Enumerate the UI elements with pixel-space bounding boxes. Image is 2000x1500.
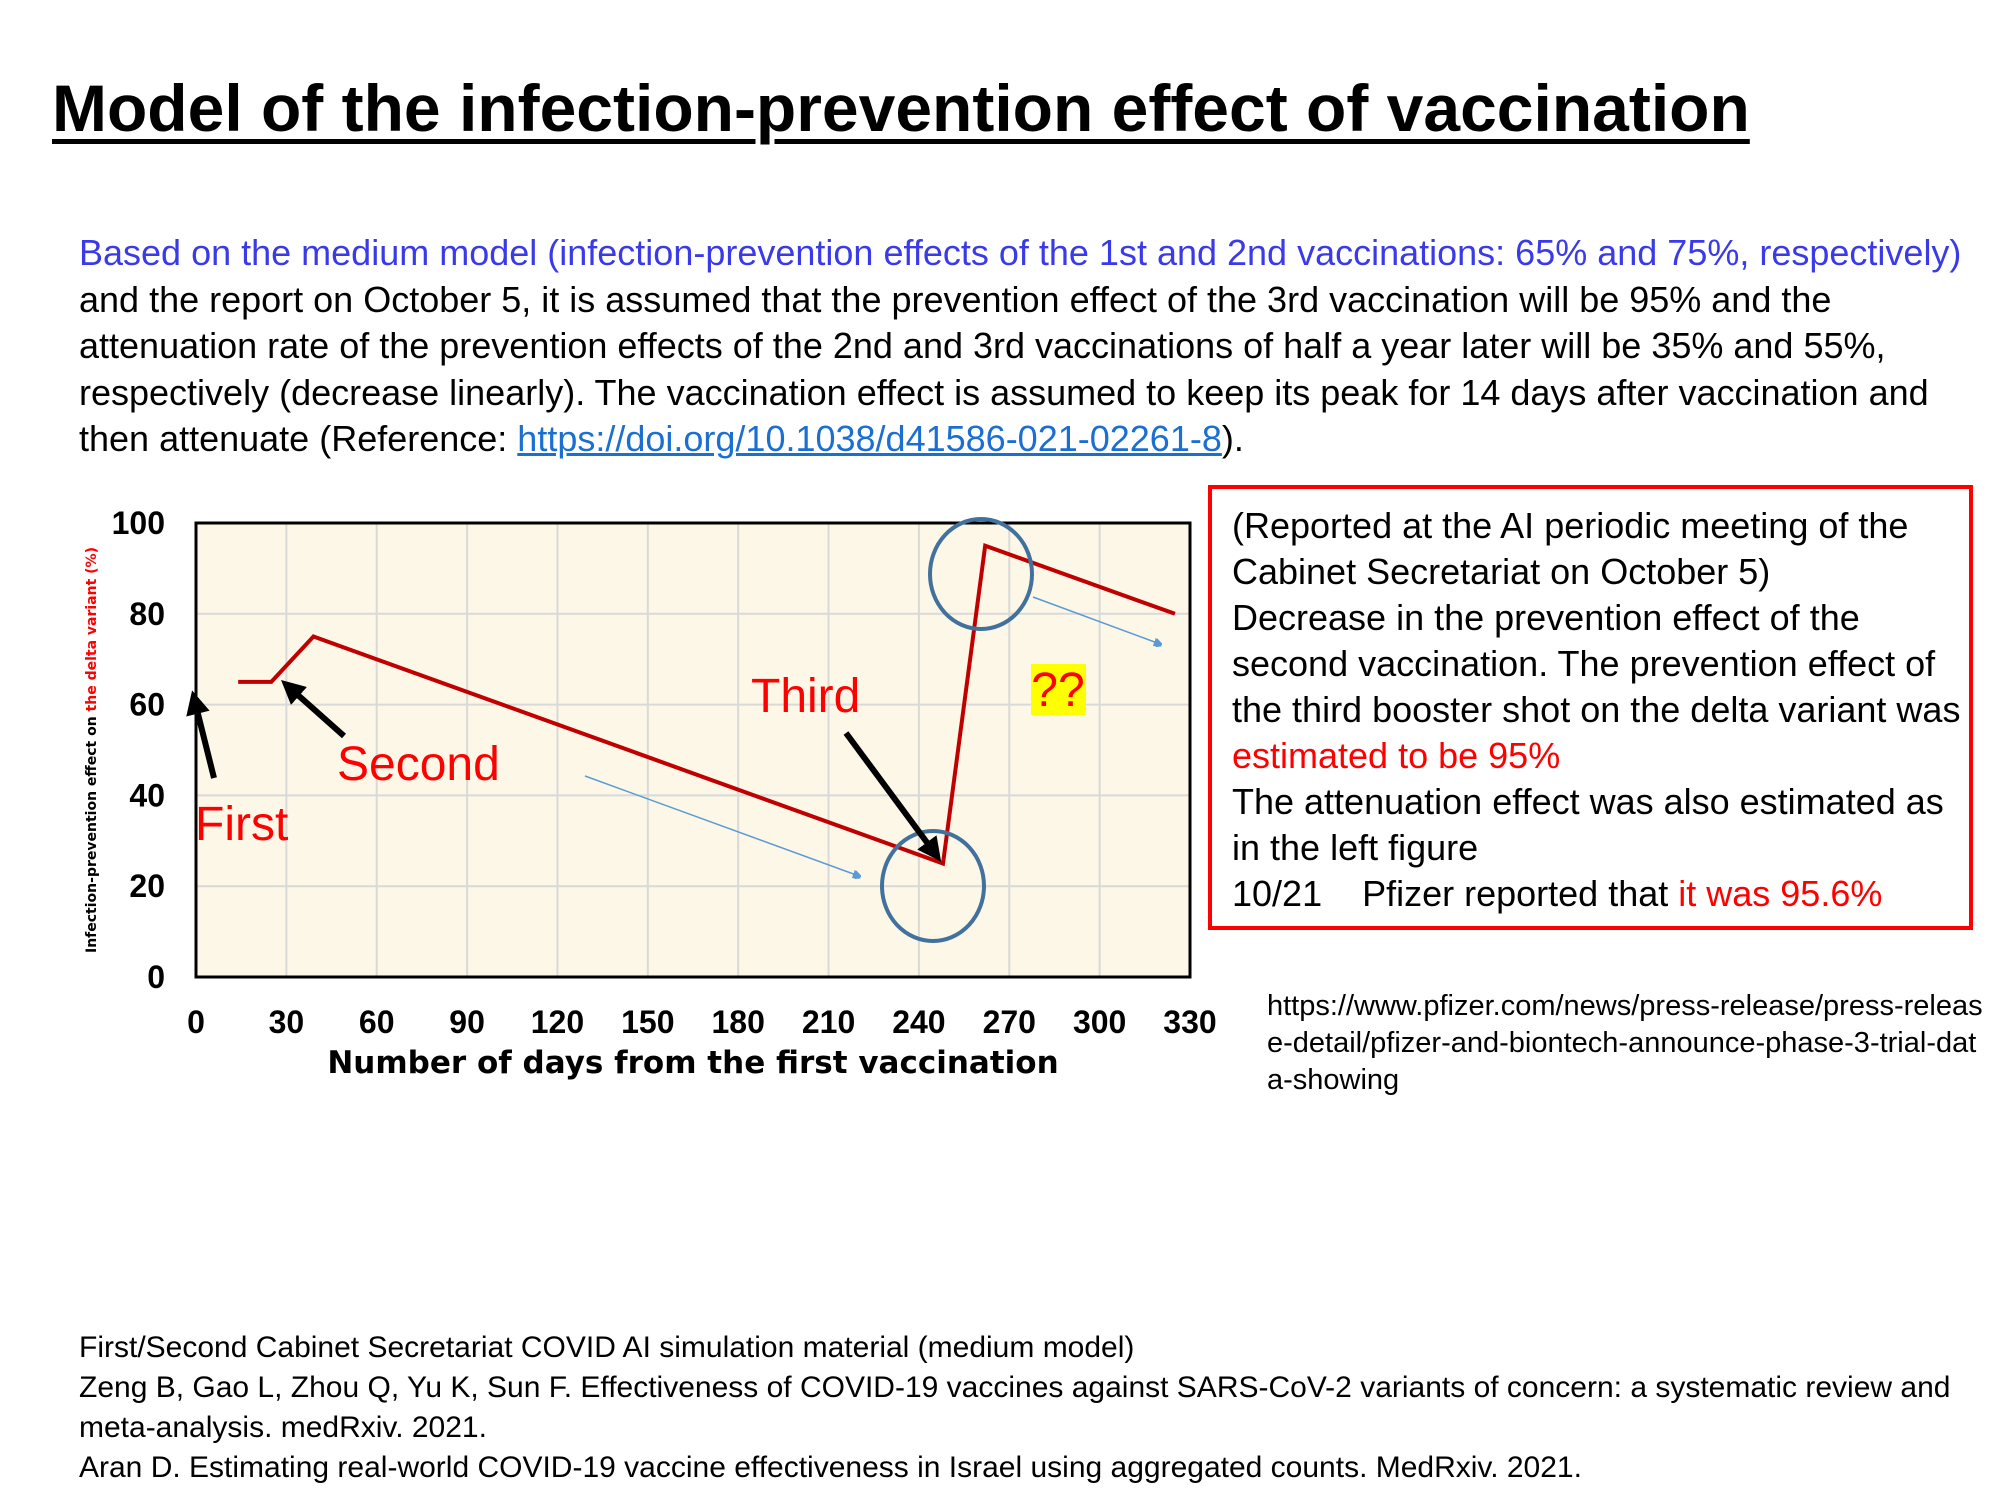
x-tick-label: 240 [892, 1004, 945, 1040]
plot-frame [194, 521, 1192, 979]
pfizer-url: https://www.pfizer.com/news/press-releas… [1267, 990, 1983, 1096]
x-axis-label: Number of days from the first vaccinatio… [327, 1045, 1058, 1081]
reference-item: Zeng B, Gao L, Zhou Q, Yu K, Sun F. Effe… [79, 1371, 1951, 1444]
highlight-circle-bottom [880, 829, 986, 943]
y-axis-label: Infection-prevention effect on the delta… [84, 547, 100, 953]
report-line-3: The attenuation effect was also estimate… [1232, 781, 1944, 868]
report-pfizer-text: 10/21 Pfizer reported that [1232, 873, 1679, 914]
highlight-circle-top [928, 517, 1034, 631]
intro-text: and the report on October 5, it is assum… [79, 278, 1929, 460]
y-tick-label: 20 [129, 868, 165, 904]
references: First/Second Cabinet Secretariat COVID A… [79, 1328, 1979, 1488]
report-highlight-956: it was 95.6% [1678, 873, 1883, 914]
trend-arrow-1 [584, 775, 859, 876]
reference-item: Aran D. Estimating real-world COVID-19 v… [79, 1451, 1582, 1484]
third-label: Third [751, 670, 860, 723]
y-axis-label-black: Infection-prevention effect on [84, 711, 100, 953]
second-label: Second [337, 738, 500, 791]
intro-blue-text: Based on the medium model (infection-pre… [79, 232, 1962, 273]
unknown-label: ?? [1031, 664, 1084, 717]
x-tick-label: 30 [269, 1004, 305, 1040]
report-line-4: 10/21 Pfizer reported that it was 95.6% [1232, 871, 1969, 917]
x-tick-label: 270 [983, 1004, 1036, 1040]
y-tick-label: 80 [129, 596, 165, 632]
y-tick-label: 100 [112, 505, 165, 541]
reference-item: First/Second Cabinet Secretariat COVID A… [79, 1331, 1135, 1364]
trend-arrow-2 [1032, 596, 1160, 644]
report-highlight-95: estimated to be 95% [1232, 735, 1561, 776]
y-tick-label: 40 [129, 777, 165, 813]
x-tick-label: 330 [1163, 1004, 1216, 1040]
doi-link[interactable]: https://doi.org/10.1038/d41586-021-02261… [517, 418, 1222, 459]
y-axis-label-red: the delta variant (%) [84, 547, 100, 711]
x-tick-label: 0 [187, 1004, 205, 1040]
x-tick-label: 150 [621, 1004, 674, 1040]
x-tick-label: 90 [449, 1004, 485, 1040]
x-tick-labels: 0 30 60 90 120 150 180 210 240 270 300 330 [187, 1004, 1217, 1040]
x-tick-label: 300 [1073, 1004, 1126, 1040]
report-line-2: Decrease in the prevention effect of the… [1232, 595, 1969, 779]
x-tick-label: 210 [802, 1004, 855, 1040]
x-tick-label: 60 [359, 1004, 395, 1040]
prevention-effect-line [238, 542, 1176, 867]
page-title: Model of the infection-prevention effect… [52, 71, 1750, 145]
first-label: First [195, 798, 288, 851]
plot-area [196, 523, 1190, 977]
intro-end: ). [1221, 418, 1244, 459]
unknown-highlight [1031, 664, 1086, 715]
x-tick-label: 180 [711, 1004, 764, 1040]
third-arrow [843, 731, 942, 862]
report-box: (Reported at the AI periodic meeting of … [1208, 485, 1973, 930]
first-arrow [186, 690, 217, 779]
y-tick-label: 60 [129, 687, 165, 723]
y-tick-labels: 0 20 40 60 80 100 [112, 505, 165, 995]
report-line-1: (Reported at the AI periodic meeting of … [1232, 505, 1909, 592]
intro-paragraph: Based on the medium model (infection-pre… [79, 230, 1979, 463]
second-arrow [281, 680, 346, 739]
y-tick-label: 0 [147, 959, 165, 995]
x-tick-label: 120 [531, 1004, 584, 1040]
report-text: Decrease in the prevention effect of the… [1232, 597, 1961, 730]
